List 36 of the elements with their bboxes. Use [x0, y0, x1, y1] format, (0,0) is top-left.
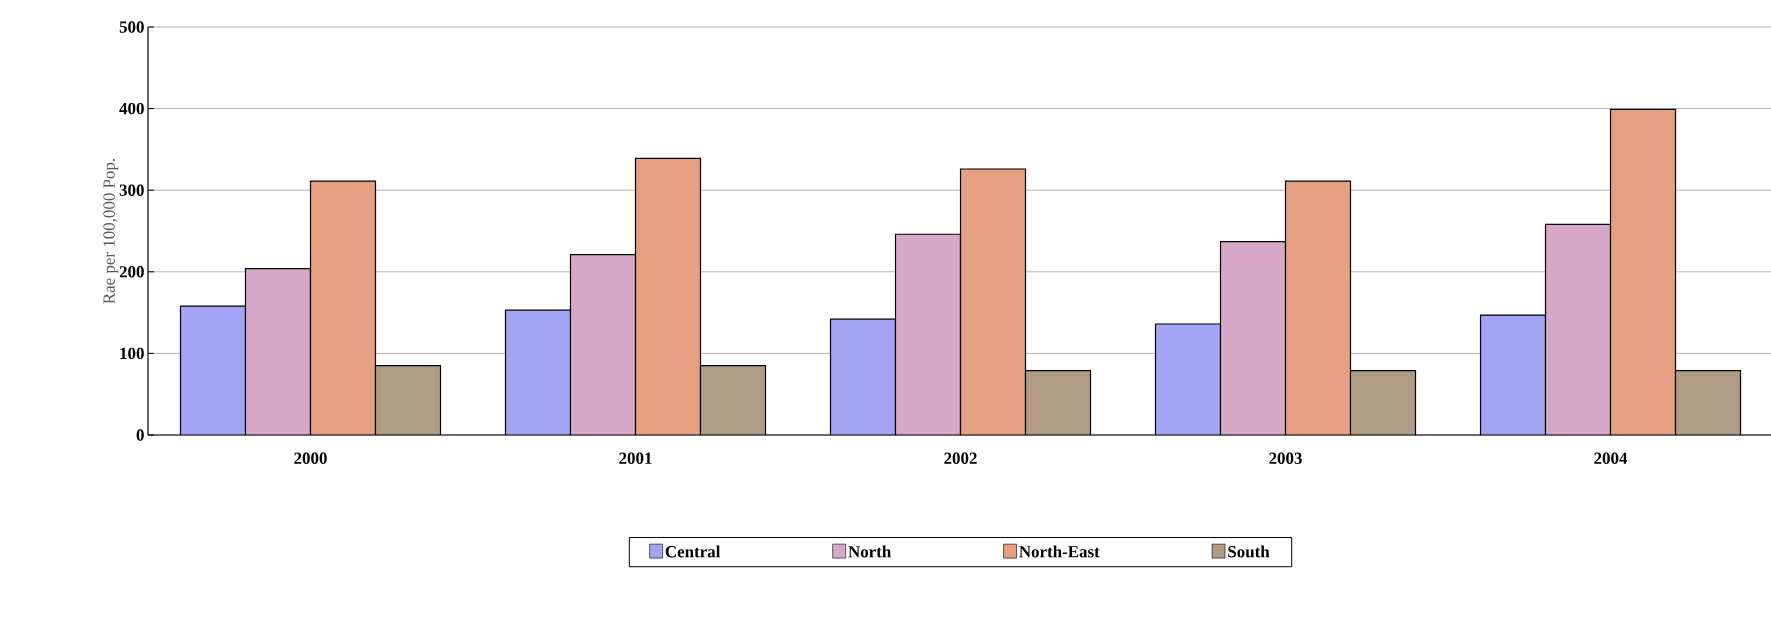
- legend-label: North-East: [1019, 545, 1100, 558]
- bar: [1285, 181, 1351, 435]
- legend-label: South: [1228, 545, 1270, 558]
- bar: [180, 306, 246, 435]
- bar: [1544, 223, 1612, 435]
- x-tick-label: 2004: [1594, 452, 1628, 464]
- bar: [830, 319, 896, 435]
- bar: [635, 158, 701, 435]
- bar: [1025, 370, 1091, 435]
- bar: [375, 365, 441, 435]
- y-tick-label: 0: [136, 429, 144, 441]
- x-tick-label: 2000: [294, 452, 327, 464]
- legend-label: Central: [665, 545, 721, 558]
- x-tick-label: 2002: [944, 452, 977, 464]
- y-tick-label: 300: [119, 184, 144, 196]
- bar: [1674, 369, 1742, 435]
- y-axis-title: Rae per 100,000 Pop.: [103, 158, 119, 304]
- bar: [1479, 314, 1547, 435]
- bar: [960, 168, 1026, 435]
- x-tick-label: 2001: [619, 452, 652, 464]
- y-tick-label: 500: [119, 21, 144, 33]
- bar: [1220, 241, 1286, 435]
- y-tick-label: 200: [119, 266, 144, 278]
- y-tick-label: 100: [120, 347, 144, 360]
- bar: [310, 181, 376, 435]
- bar: [1155, 324, 1221, 435]
- bar: [700, 365, 766, 435]
- bar: [895, 234, 961, 435]
- bar: [1609, 108, 1677, 435]
- bar: [505, 310, 571, 435]
- legend-label: North: [848, 545, 891, 558]
- bar: [570, 254, 636, 435]
- x-tick-label: 2003: [1269, 452, 1302, 464]
- bar: [245, 268, 311, 435]
- bar: [1350, 370, 1416, 435]
- y-tick-label: 400: [119, 102, 144, 115]
